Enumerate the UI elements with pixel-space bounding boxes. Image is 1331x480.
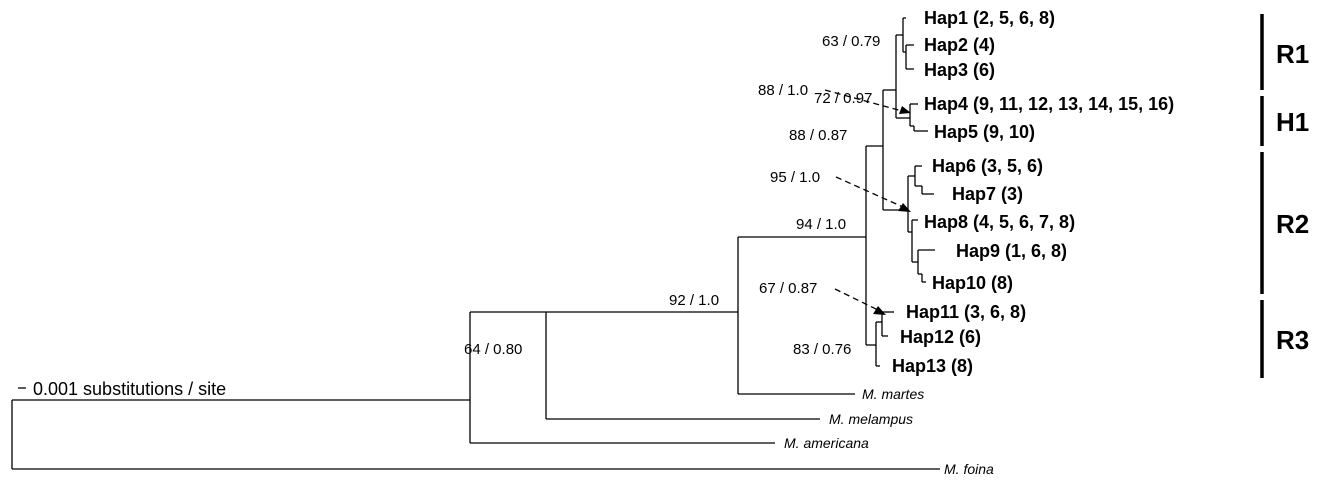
support-pointers [824, 89, 911, 315]
tree-branches [11, 17, 940, 470]
support-labels: 63 / 0.79 72 / 0.97 88 / 1.0 88 / 0.87 9… [464, 33, 880, 358]
tip-label: Hap2 (4) [924, 35, 995, 55]
tip-label: Hap6 (3, 5, 6) [932, 156, 1043, 176]
tip-label: Hap3 (6) [924, 60, 995, 80]
tip-label: Hap13 (8) [892, 356, 973, 376]
tip-label: Hap10 (8) [932, 273, 1013, 293]
support-label: 83 / 0.76 [793, 341, 851, 358]
haplotype-labels: Hap1 (2, 5, 6, 8) Hap2 (4) Hap3 (6) Hap4… [892, 8, 1174, 376]
support-label: 72 / 0.97 [814, 90, 872, 107]
support-label: 88 / 1.0 [758, 82, 808, 99]
tip-label: Hap8 (4, 5, 6, 7, 8) [924, 212, 1075, 232]
arrowhead-67-087 [873, 306, 886, 315]
support-label: 64 / 0.80 [464, 341, 522, 358]
species-label: M. melampus [829, 411, 913, 427]
clade-label-r2: R2 [1276, 209, 1309, 239]
support-label: 92 / 1.0 [669, 292, 719, 309]
support-label: 95 / 1.0 [770, 169, 820, 186]
support-label: 67 / 0.87 [759, 280, 817, 297]
tip-label: Hap5 (9, 10) [934, 122, 1035, 142]
tip-label: Hap4 (9, 11, 12, 13, 14, 15, 16) [924, 94, 1174, 114]
scale-bar: 0.001 substitutions / site [18, 379, 226, 399]
tip-label: Hap11 (3, 6, 8) [906, 302, 1026, 322]
arrowhead-88-1 [899, 106, 911, 114]
tip-label: Hap9 (1, 6, 8) [956, 241, 1067, 261]
support-label: 63 / 0.79 [822, 33, 880, 50]
tip-label: Hap12 (6) [900, 327, 981, 347]
pointer-67-087 [834, 288, 879, 311]
tip-label: Hap7 (3) [952, 184, 1023, 204]
species-label: M. martes [862, 386, 924, 402]
species-label: M. foina [944, 461, 994, 477]
scale-bar-label: 0.001 substitutions / site [33, 379, 226, 399]
clade-brackets: R1 H1 R2 R3 [1260, 14, 1309, 378]
clade-label-r1: R1 [1276, 39, 1309, 69]
outgroup-labels: M. martes M. melampus M. americana M. fo… [784, 386, 994, 477]
support-label: 88 / 0.87 [789, 127, 847, 144]
pointer-88-1 [824, 89, 903, 112]
clade-label-r3: R3 [1276, 325, 1309, 355]
species-label: M. americana [784, 435, 869, 451]
tip-label: Hap1 (2, 5, 6, 8) [924, 8, 1055, 28]
support-label: 94 / 1.0 [796, 216, 846, 233]
arrowhead-95-1 [898, 203, 911, 212]
pointer-95-1 [835, 176, 904, 208]
clade-label-h1: H1 [1276, 107, 1309, 137]
